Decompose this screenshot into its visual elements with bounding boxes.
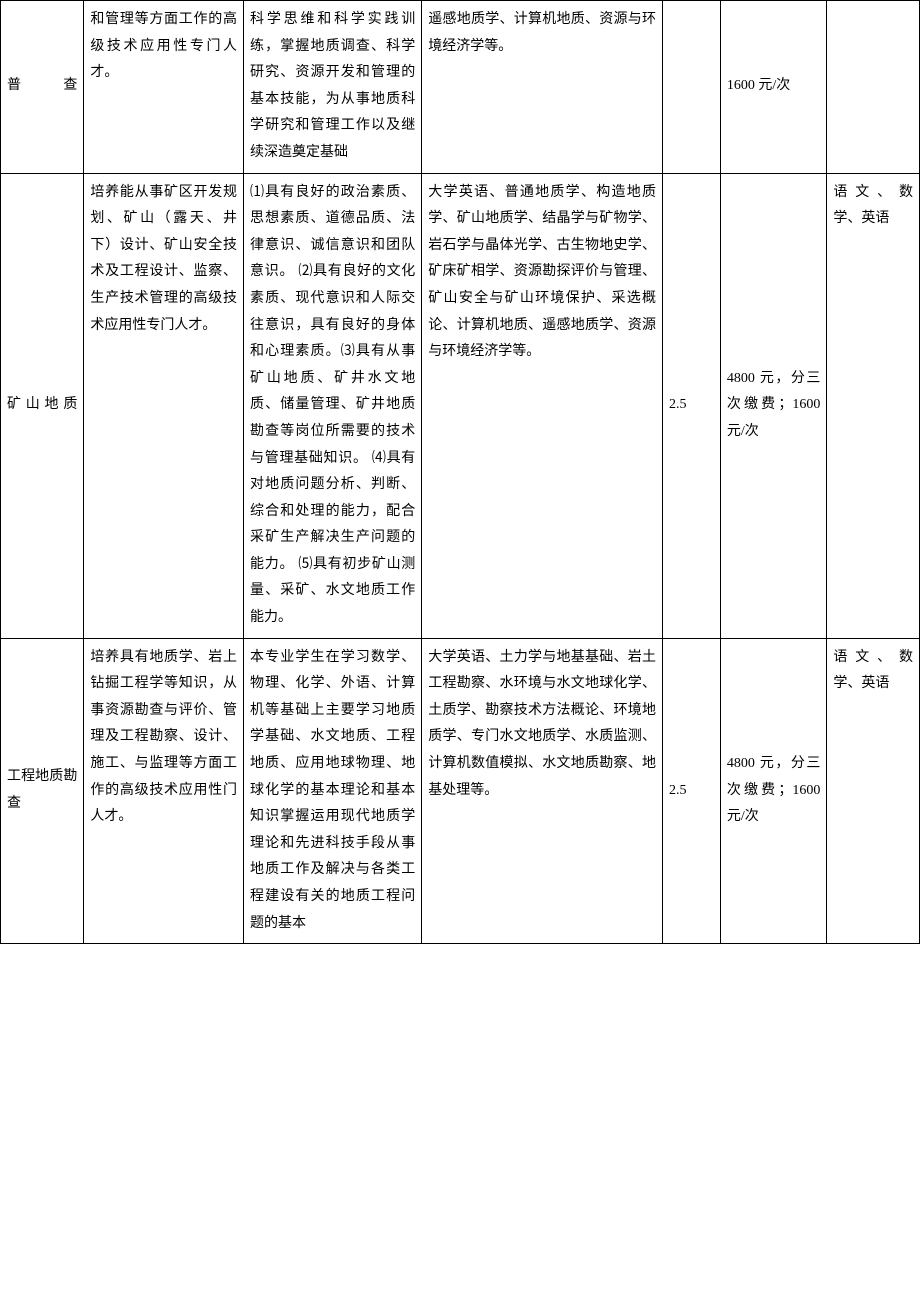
cell-program-name: 工程地质勘查 (1, 638, 84, 944)
table-row: 矿山地质 培养能从事矿区开发规划、矿山（露天、井下）设计、矿山安全技术及工程设计… (1, 173, 920, 638)
cell-exam (827, 1, 920, 174)
cell-fee: 1600 元/次 (720, 1, 826, 174)
cell-years: 2.5 (663, 638, 721, 944)
cell-requirements: 本专业学生在学习数学、物理、化学、外语、计算机等基础上主要学习地质学基础、水文地… (244, 638, 422, 944)
cell-program-name: 矿山地质 (1, 173, 84, 638)
cell-requirements: 科学思维和科学实践训练，掌握地质调查、科学研究、资源开发和管理的基本技能，为从事… (244, 1, 422, 174)
program-table: 普查 和管理等方面工作的高级技术应用性专门人才。 科学思维和科学实践训练，掌握地… (0, 0, 920, 944)
cell-program-name: 普查 (1, 1, 84, 174)
cell-requirements: ⑴具有良好的政治素质、思想素质、道德品质、法律意识、诚信意识和团队意识。 ⑵具有… (244, 173, 422, 638)
cell-goal: 培养能从事矿区开发规划、矿山（露天、井下）设计、矿山安全技术及工程设计、监察、生… (84, 173, 244, 638)
cell-courses: 大学英语、土力学与地基基础、岩土工程勘察、水环境与水文地球化学、土质学、勘察技术… (422, 638, 663, 944)
cell-goal: 培养具有地质学、岩上钻掘工程学等知识，从事资源勘查与评价、管理及工程勘察、设计、… (84, 638, 244, 944)
table-row: 普查 和管理等方面工作的高级技术应用性专门人才。 科学思维和科学实践训练，掌握地… (1, 1, 920, 174)
table-row: 工程地质勘查 培养具有地质学、岩上钻掘工程学等知识，从事资源勘查与评价、管理及工… (1, 638, 920, 944)
cell-exam: 语文、数学、英语 (827, 638, 920, 944)
cell-years: 2.5 (663, 173, 721, 638)
cell-years (663, 1, 721, 174)
cell-fee: 4800 元，分三次缴费；1600 元/次 (720, 638, 826, 944)
cell-exam: 语文、数学、英语 (827, 173, 920, 638)
cell-goal: 和管理等方面工作的高级技术应用性专门人才。 (84, 1, 244, 174)
cell-courses: 大学英语、普通地质学、构造地质学、矿山地质学、结晶学与矿物学、岩石学与晶体光学、… (422, 173, 663, 638)
cell-fee: 4800 元，分三次缴费；1600 元/次 (720, 173, 826, 638)
cell-courses: 遥感地质学、计算机地质、资源与环境经济学等。 (422, 1, 663, 174)
